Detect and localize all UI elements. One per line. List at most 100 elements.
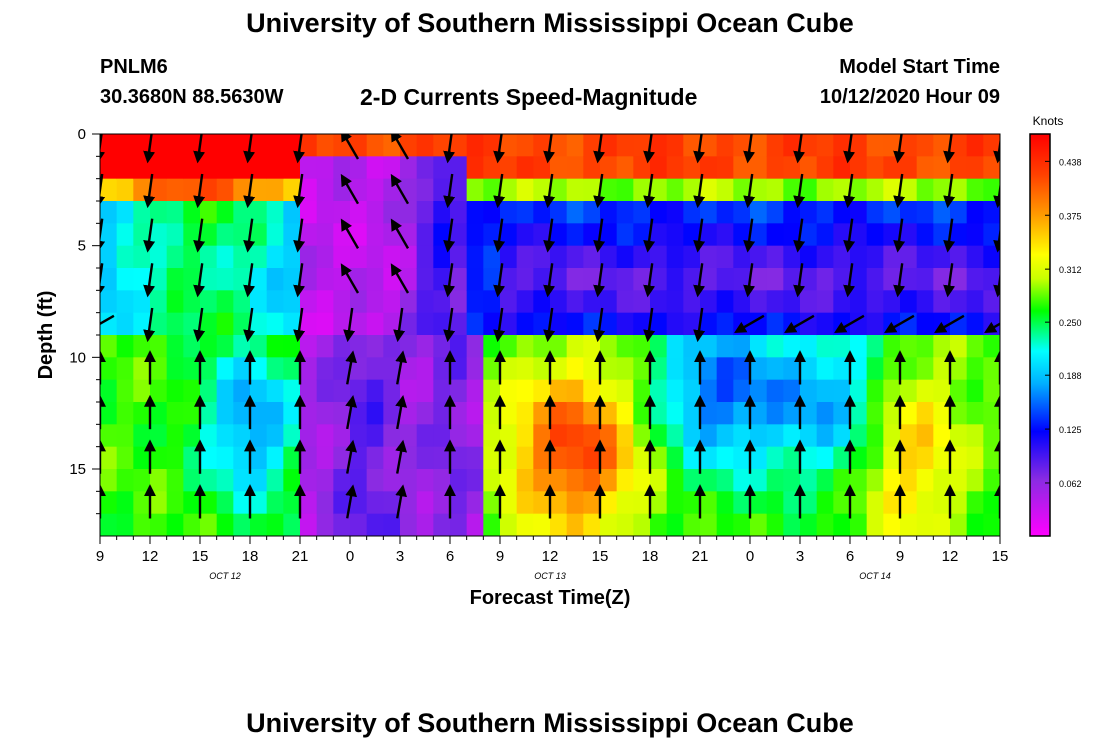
heatmap-cell [866,335,884,358]
model-start-value: 10/12/2020 Hour 09 [819,86,1000,108]
heatmap-cell [233,491,251,515]
heatmap-cell [100,446,118,470]
y-tick-label: 5 [78,238,86,255]
heatmap-cell [666,402,684,425]
current-arrow [734,314,765,333]
heatmap-cell [416,201,434,224]
heatmap-cell [616,312,634,336]
heatmap-cell [683,357,701,381]
heatmap-cell [866,424,884,448]
heatmap-cell [450,513,468,536]
heatmap-cell [766,245,784,269]
heatmap-cell [716,134,734,157]
heatmap-cell [283,513,301,536]
heatmap-cell [416,379,434,403]
heatmap-cell [400,357,418,381]
heatmap-cell [633,513,651,536]
heatmap-cell [366,402,384,425]
heatmap-cell [850,312,868,336]
heatmap-cell [350,178,368,202]
heatmap-cell [266,312,284,336]
heatmap-cell [850,268,868,291]
heatmap-cell [816,134,834,157]
heatmap-cell [116,335,134,358]
heatmap-cell [100,402,118,425]
x-tick-label: 21 [292,548,309,565]
heatmap-cell [616,402,634,425]
heatmap-cell [266,402,284,425]
heatmap-cell [566,245,584,269]
heatmap-cell [300,513,318,536]
heatmap-cell [150,223,168,247]
heatmap-cell [416,223,434,247]
heatmap-cell [883,402,901,425]
heatmap-cell [216,335,234,358]
heatmap-cell [500,335,518,358]
heatmap-cell [733,446,751,470]
heatmap-cell [550,268,568,291]
heatmap-cell [116,357,134,381]
heatmap-cell [700,312,718,336]
heatmap-cell [516,424,534,448]
heatmap-cell [433,469,451,492]
heatmap-cell [233,424,251,448]
heatmap-cell [716,223,734,247]
heatmap-cell [650,446,668,470]
heatmap-cell [716,424,734,448]
heatmap-cell [250,446,268,470]
heatmap-cell [183,446,201,470]
heatmap-cell [833,446,851,470]
heatmap-cell [500,424,518,448]
current-arrow [143,173,156,209]
current-arrow [643,218,656,253]
heatmap-cell [750,178,768,202]
heatmap-cell [200,513,218,536]
heatmap-cell [616,223,634,247]
heatmap-cell [716,156,734,180]
heatmap-cell [716,402,734,425]
heatmap-cell [750,357,768,381]
heatmap-cell [283,424,301,448]
heatmap-cell [483,424,501,448]
heatmap-cell [283,491,301,515]
heatmap-cell [450,268,468,291]
heatmap-cell [116,134,134,157]
heatmap-cell [816,156,834,180]
heatmap-cell [466,223,484,247]
heatmap-cell [216,513,234,536]
current-arrow [493,263,506,298]
heatmap-cell [383,178,401,202]
heatmap-cell [516,491,534,515]
heatmap-cell [150,446,168,470]
heatmap-cell [116,268,134,291]
heatmap-cell [400,223,418,247]
heatmap-cell [166,134,184,157]
x-tick-label: 12 [542,548,559,565]
heatmap-cell [966,201,984,224]
heatmap-cell [650,357,668,381]
heatmap-cell [433,491,451,515]
x-tick-label: 18 [242,548,259,565]
heatmap-cell [750,134,768,157]
heatmap-cell [966,156,984,180]
heatmap-cell [716,201,734,224]
heatmap-cell [416,312,434,336]
heatmap-cell [850,424,868,448]
heatmap-cell [883,491,901,515]
current-arrow [843,218,856,253]
heatmap-cell [400,491,418,515]
x-tick-label: 6 [446,548,454,565]
current-arrow [345,439,358,474]
heatmap-cell [966,335,984,358]
heatmap-cell [250,379,268,403]
colorbar-tick-label: 0.250 [1059,318,1082,328]
heatmap-cell [166,469,184,492]
current-arrow [443,218,456,253]
heatmap-cell [850,469,868,492]
current-arrow [193,218,206,253]
heatmap-cell [866,513,884,536]
heatmap-cell [366,335,384,358]
heatmap-cell [416,245,434,269]
heatmap-cell [516,402,534,425]
x-tick-label: 6 [846,548,854,565]
